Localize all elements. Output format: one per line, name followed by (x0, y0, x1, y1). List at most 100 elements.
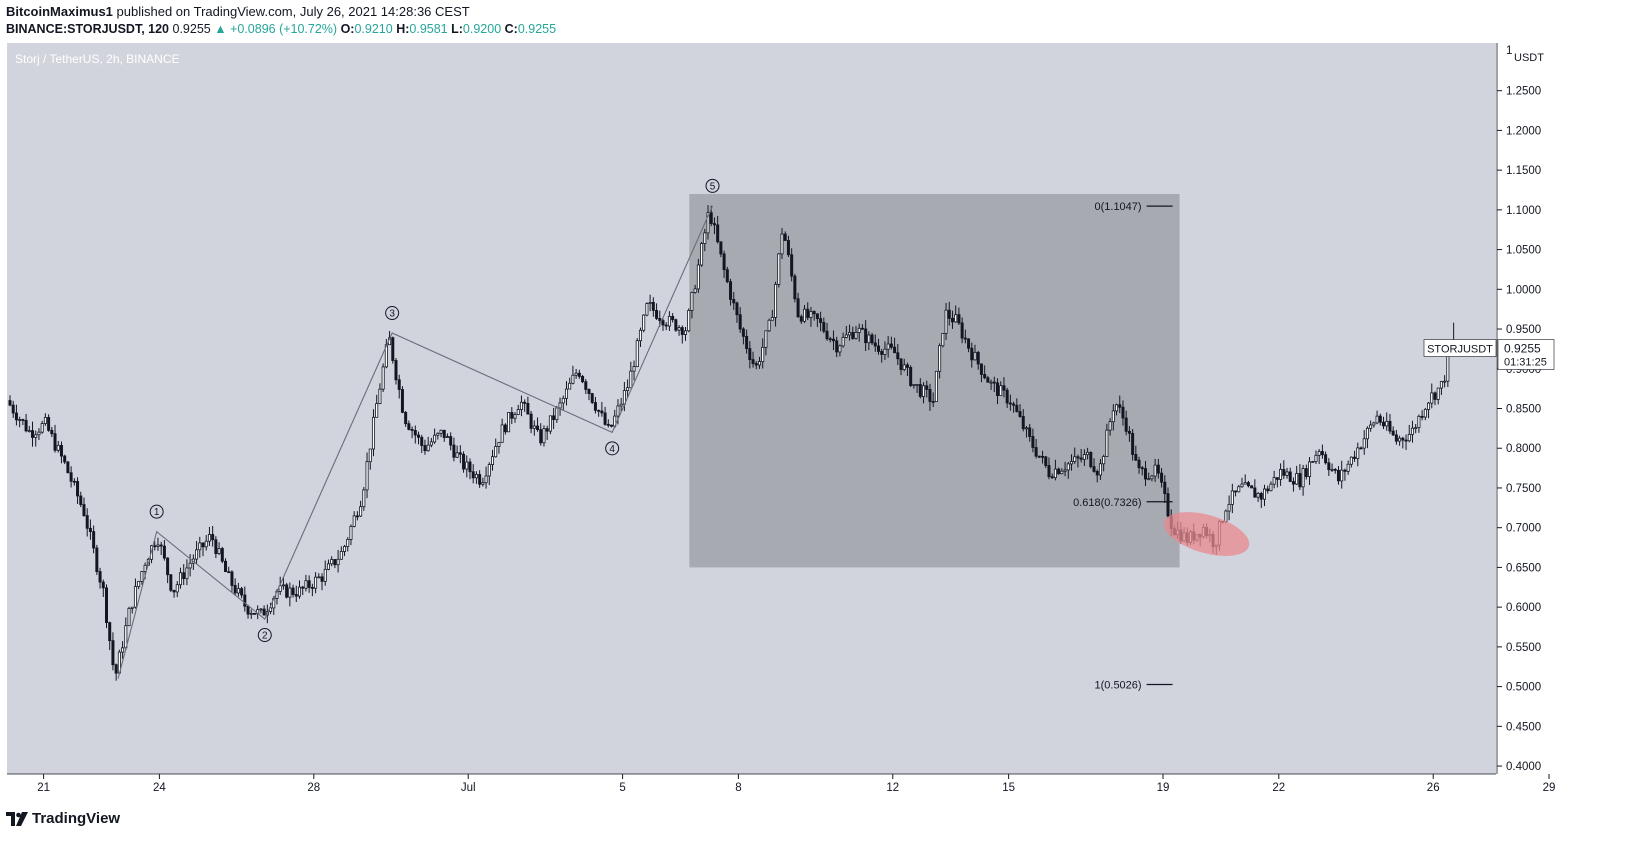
candle-body (288, 587, 292, 598)
candle-body (484, 475, 488, 484)
candle-body (169, 574, 173, 591)
y-tick-label: 0.5500 (1506, 642, 1541, 654)
candle-body (552, 415, 556, 421)
candle-body (1253, 487, 1257, 498)
candle-body (719, 241, 723, 255)
y-tick-label: 1.1500 (1506, 165, 1541, 177)
candle-body (368, 448, 372, 463)
candle-body (741, 328, 745, 337)
candle-body (330, 559, 334, 565)
author-name[interactable]: BitcoinMaximus1 (6, 4, 113, 19)
candle-body (494, 446, 498, 458)
fib-level-label: 0.618(0.7326) (1073, 497, 1142, 509)
candle-body (294, 594, 298, 597)
high-value: 0.9581 (409, 22, 448, 36)
candle-body (1443, 380, 1447, 383)
candle-body (751, 359, 755, 364)
candle-body (963, 337, 967, 340)
candle-body (18, 419, 22, 421)
candle-body (745, 335, 749, 349)
candle-body (436, 432, 440, 436)
candle-body (780, 233, 784, 255)
candle-body (693, 288, 697, 293)
candle-body (371, 416, 375, 450)
candle-body (548, 415, 552, 432)
candle-body (983, 374, 987, 379)
candle-body (616, 405, 620, 417)
candle-body (973, 351, 977, 361)
candle-body (835, 340, 839, 353)
candle-body (574, 372, 578, 376)
candle-body (1269, 483, 1273, 492)
candle-body (127, 607, 131, 627)
x-tick-label: 22 (1272, 782, 1285, 794)
candle-body (281, 584, 285, 587)
candle-body (98, 571, 102, 583)
candle-body (690, 292, 694, 311)
candle-body (1008, 402, 1012, 405)
candle-body (1346, 463, 1350, 472)
candle-body (37, 431, 41, 436)
candle-body (1024, 427, 1028, 430)
candle-body (1050, 476, 1054, 479)
price-axis[interactable] (1497, 43, 1627, 774)
candle-body (687, 310, 691, 332)
candle-body (27, 430, 31, 432)
candle-body (474, 474, 478, 479)
candle-body (224, 560, 228, 573)
y-tick-label: 0.6000 (1506, 602, 1541, 614)
publish-info: BitcoinMaximus1 published on TradingView… (6, 4, 470, 19)
fib-level-label: 1(0.5026) (1094, 680, 1141, 692)
candle-body (259, 608, 263, 611)
fib-retracement-box (689, 193, 1180, 568)
candle-body (252, 612, 256, 615)
candle-body (722, 253, 726, 271)
y-tick-label: 0.4500 (1506, 721, 1541, 733)
candle-body (642, 314, 646, 331)
y-tick-label: 1.2000 (1506, 125, 1541, 137)
candle-body (1156, 464, 1160, 474)
candle-body (291, 587, 295, 595)
candle-body (828, 338, 832, 341)
candle-body (153, 545, 157, 548)
candle-body (346, 539, 350, 547)
candle-body (133, 586, 137, 608)
candle-body (934, 370, 938, 402)
candle-body (1240, 483, 1244, 488)
candle-body (1102, 456, 1106, 465)
candle-body (944, 309, 948, 334)
candle-body (204, 540, 208, 548)
candle-body (539, 429, 543, 444)
candle-body (314, 576, 318, 589)
candle-body (1353, 456, 1357, 459)
candle-body (700, 243, 704, 266)
candle-body (400, 389, 404, 413)
candle-body (619, 403, 623, 407)
candle-body (455, 452, 459, 458)
candle-body (1398, 437, 1402, 442)
close-label: C: (504, 22, 518, 36)
candle-body (121, 647, 125, 653)
candle-body (43, 417, 47, 424)
candle-body (1124, 417, 1128, 432)
candle-body (1291, 481, 1295, 485)
candle-body (844, 334, 848, 338)
candle-body (1028, 427, 1032, 437)
tradingview-brand[interactable]: TradingView (6, 810, 120, 827)
candle-body (310, 587, 314, 589)
candle-body (1324, 454, 1328, 464)
candle-body (1044, 456, 1048, 466)
candle-body (992, 381, 996, 384)
candle-body (137, 581, 141, 587)
time-axis[interactable] (7, 774, 1496, 798)
candle-body (162, 545, 166, 559)
candle-body (809, 311, 813, 318)
candle-body (767, 319, 771, 332)
candle-body (928, 389, 932, 402)
candle-body (674, 319, 678, 331)
candle-body (1301, 468, 1305, 488)
candle-body (262, 608, 266, 616)
candle-body (69, 472, 73, 482)
candle-body (976, 351, 980, 365)
